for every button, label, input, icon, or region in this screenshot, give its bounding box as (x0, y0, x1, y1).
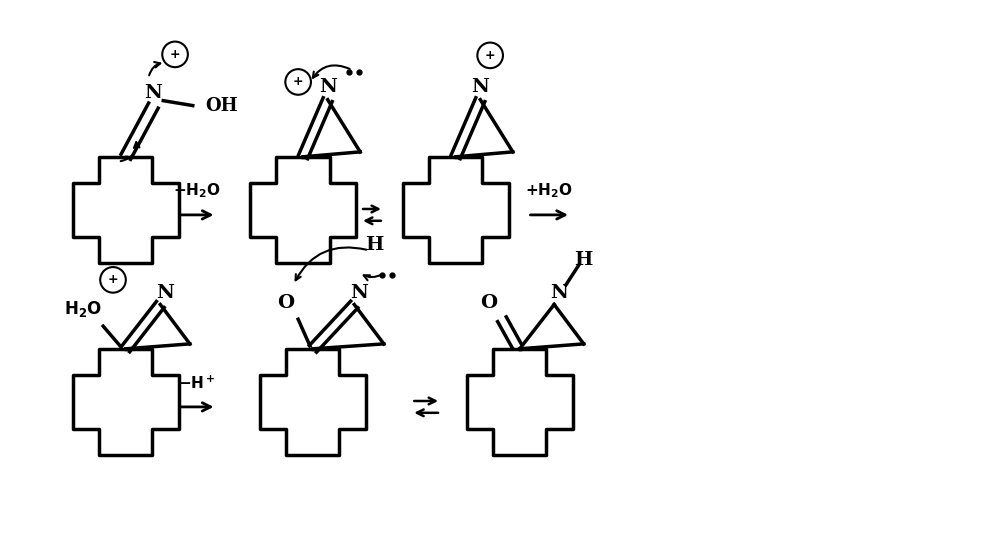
Text: O: O (277, 294, 294, 312)
Text: H: H (575, 251, 593, 269)
Text: H: H (365, 237, 383, 255)
Text: OH: OH (206, 97, 238, 115)
Text: N: N (319, 78, 337, 96)
Text: N: N (550, 283, 568, 302)
Text: $\mathbf{+H_2O}$: $\mathbf{+H_2O}$ (525, 181, 573, 200)
Text: $\mathbf{-H^+}$: $\mathbf{-H^+}$ (178, 375, 215, 392)
Text: +: + (485, 49, 495, 62)
Text: N: N (156, 283, 174, 302)
Text: N: N (350, 283, 368, 302)
Text: +: + (108, 274, 118, 286)
Text: N: N (471, 78, 489, 96)
Text: +: + (170, 48, 180, 61)
Text: N: N (144, 84, 162, 102)
Text: O: O (481, 294, 498, 312)
Text: +: + (293, 76, 303, 89)
Text: $\mathbf{H_2O}$: $\mathbf{H_2O}$ (64, 299, 103, 319)
Text: $\mathbf{-H_2O}$: $\mathbf{-H_2O}$ (173, 181, 221, 200)
